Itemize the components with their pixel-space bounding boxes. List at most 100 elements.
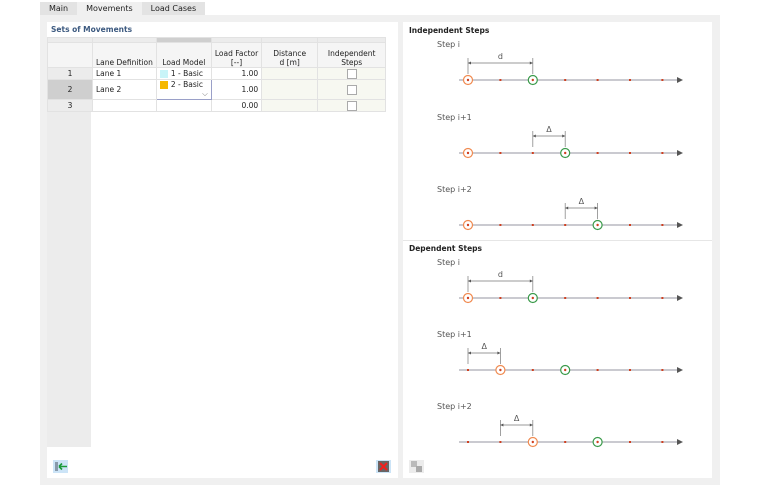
- table-row[interactable]: 3 0.00: [47, 99, 387, 112]
- load-factor-cell[interactable]: 0.00: [210, 99, 263, 112]
- arrow-head: [677, 150, 683, 156]
- tick-mark: [499, 224, 502, 226]
- distance-cell: [261, 67, 319, 80]
- step-label: Step i+1: [437, 113, 472, 122]
- distance-cell: [261, 79, 319, 100]
- tick-mark: [661, 224, 664, 226]
- load-factor-cell[interactable]: 1.00: [210, 67, 263, 80]
- tick-mark: [531, 152, 534, 154]
- tick-mark: [661, 441, 664, 443]
- row-number[interactable]: 1: [47, 67, 93, 80]
- load-model-dropdown[interactable]: 2 - Basic ⌵: [155, 79, 212, 100]
- col-load-model[interactable]: Load Model: [155, 42, 212, 68]
- tab-movements[interactable]: Movements: [77, 2, 142, 15]
- marker-center: [531, 296, 534, 300]
- tick-mark: [499, 79, 502, 81]
- delete-button[interactable]: [376, 460, 391, 473]
- arrow-head: [677, 77, 683, 83]
- load-model-value: 2 - Basic: [170, 80, 203, 89]
- step-label: Step i: [437, 40, 460, 49]
- load-model-value: 1 - Basic: [170, 69, 203, 78]
- marker-center: [596, 440, 599, 444]
- row-number[interactable]: 3: [47, 99, 93, 112]
- tick-mark: [629, 79, 631, 81]
- dimension-label: Δ: [481, 342, 487, 351]
- chevron-down-icon[interactable]: ⌵: [202, 89, 208, 98]
- dimension-label: Δ: [514, 414, 520, 423]
- col-distance[interactable]: Distance d [m]: [261, 42, 319, 68]
- col-load-factor[interactable]: Load Factor [--]: [210, 42, 263, 68]
- dimension-label: d: [498, 52, 503, 61]
- tick-mark: [499, 441, 502, 443]
- independent-cell: [317, 67, 387, 80]
- load-model-cell[interactable]: [155, 99, 212, 112]
- tick-mark: [499, 297, 502, 299]
- step-label: Step i+2: [437, 402, 472, 411]
- tick-mark: [661, 297, 664, 299]
- swap-icon: [411, 461, 422, 472]
- dimension-label: Δ: [579, 197, 585, 206]
- tick-mark: [661, 369, 664, 371]
- arrow-head: [677, 367, 683, 373]
- tick-mark: [629, 369, 631, 371]
- marker-center: [564, 368, 567, 372]
- tick-mark: [596, 79, 599, 81]
- tick-mark: [467, 441, 469, 443]
- independent-cell: [317, 79, 387, 100]
- load-model-cell[interactable]: 1 - Basic: [155, 67, 212, 80]
- tick-mark: [564, 297, 567, 299]
- tab-load-cases[interactable]: Load Cases: [141, 2, 206, 15]
- sets-of-movements-panel: Sets of Movements Lane Definition Load M…: [47, 22, 398, 478]
- tick-mark: [467, 369, 469, 371]
- tick-mark: [596, 297, 599, 299]
- checkbox[interactable]: [346, 68, 357, 79]
- tick-mark: [661, 152, 664, 154]
- marker-center: [466, 151, 470, 155]
- lane-cell[interactable]: [92, 99, 157, 112]
- dimension-label: d: [498, 270, 503, 279]
- color-swatch: [159, 81, 168, 89]
- lane-cell[interactable]: Lane 1: [92, 67, 157, 80]
- tick-mark: [531, 369, 534, 371]
- step-label: Step i+1: [437, 330, 472, 339]
- import-button[interactable]: [53, 460, 68, 473]
- delete-icon: [378, 461, 389, 472]
- checkbox[interactable]: [346, 84, 357, 95]
- col-independent-steps[interactable]: Independent Steps: [317, 42, 387, 68]
- lane-cell[interactable]: Lane 2: [92, 79, 157, 100]
- row-number[interactable]: 2: [47, 79, 93, 100]
- corner-cell: [47, 42, 93, 68]
- tick-mark: [629, 152, 631, 154]
- marker-center: [466, 296, 470, 300]
- distance-cell: [261, 99, 319, 112]
- marker-center: [466, 223, 470, 227]
- tick-mark: [564, 79, 567, 81]
- panel-title: Sets of Movements: [51, 25, 133, 34]
- tick-mark: [596, 369, 599, 371]
- import-icon: [54, 462, 67, 471]
- col-lane-definition[interactable]: Lane Definition: [92, 42, 157, 68]
- diagram-panel: Independent Steps Dependent Steps Step i…: [403, 22, 712, 478]
- table-row[interactable]: 2 Lane 2 2 - Basic ⌵ 1.00: [47, 79, 387, 100]
- tab-main[interactable]: Main: [40, 2, 78, 15]
- step-label: Step i: [437, 258, 460, 267]
- tick-mark: [564, 224, 567, 226]
- color-swatch: [159, 70, 168, 78]
- load-factor-cell[interactable]: 1.00: [210, 79, 263, 100]
- table-row[interactable]: 1 Lane 1 1 - Basic 1.00: [47, 67, 387, 80]
- marker-center: [596, 223, 599, 227]
- checkbox[interactable]: [346, 100, 357, 111]
- tick-mark: [629, 224, 631, 226]
- tick-mark: [661, 79, 664, 81]
- swap-button[interactable]: [409, 460, 424, 473]
- tick-mark: [596, 152, 599, 154]
- row-header-gutter: [47, 103, 91, 447]
- arrow-head: [677, 222, 683, 228]
- dimension-label: Δ: [546, 125, 552, 134]
- tick-mark: [531, 224, 534, 226]
- step-label: Step i+2: [437, 185, 472, 194]
- tick-mark: [629, 441, 631, 443]
- marker-center: [531, 440, 534, 444]
- dependent-steps-title: Dependent Steps: [409, 244, 483, 253]
- marker-center: [531, 78, 534, 82]
